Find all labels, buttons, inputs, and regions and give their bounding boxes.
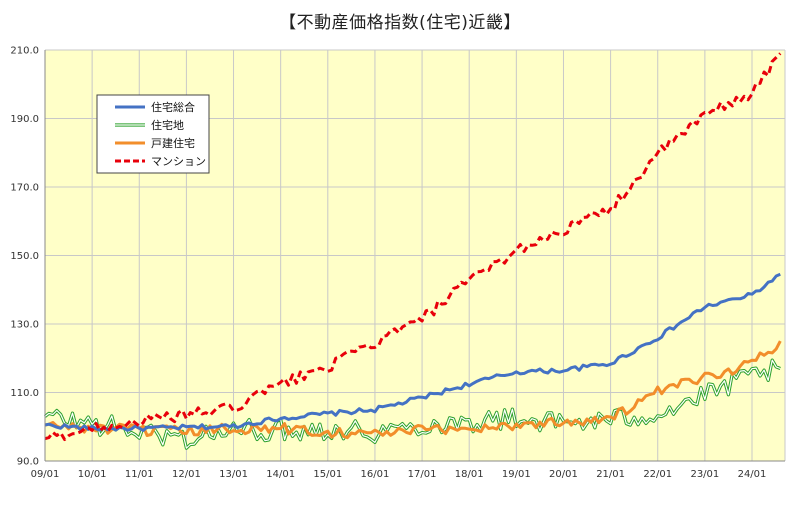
- legend-label: 住宅総合: [151, 100, 195, 114]
- x-tick-label: 10/01: [78, 469, 107, 480]
- y-tick-label: 190.0: [10, 114, 39, 125]
- x-tick-label: 16/01: [361, 469, 390, 480]
- x-tick-label: 13/01: [219, 469, 248, 480]
- chart-title: 【不動産価格指数(住宅)近畿】: [279, 13, 521, 33]
- x-tick-label: 17/01: [408, 469, 437, 480]
- y-tick-label: 150.0: [10, 251, 39, 262]
- legend-label: 戸建住宅: [151, 136, 195, 150]
- x-tick-label: 24/01: [738, 469, 767, 480]
- x-tick-label: 19/01: [502, 469, 531, 480]
- x-tick-label: 20/01: [549, 469, 578, 480]
- x-tick-label: 23/01: [690, 469, 719, 480]
- x-tick-label: 12/01: [172, 469, 201, 480]
- series-line-residential-land-core: [44, 359, 781, 449]
- legend-label: マンション: [151, 155, 206, 168]
- y-tick-label: 130.0: [10, 320, 39, 331]
- y-tick-label: 90.0: [17, 457, 39, 468]
- y-tick-label: 210.0: [10, 46, 39, 57]
- x-tick-label: 09/01: [31, 469, 60, 480]
- x-tick-label: 18/01: [455, 469, 484, 480]
- x-tick-label: 22/01: [643, 469, 672, 480]
- x-tick-label: 15/01: [313, 469, 342, 480]
- y-tick-label: 110.0: [10, 388, 39, 399]
- x-tick-label: 11/01: [125, 469, 154, 480]
- series-line-condominium: [44, 52, 782, 441]
- legend-label: 住宅地: [151, 118, 184, 132]
- x-tick-label: 14/01: [266, 469, 295, 480]
- x-tick-label: 21/01: [596, 469, 625, 480]
- y-tick-label: 170.0: [10, 183, 39, 194]
- series-line-residential-total: [44, 272, 781, 432]
